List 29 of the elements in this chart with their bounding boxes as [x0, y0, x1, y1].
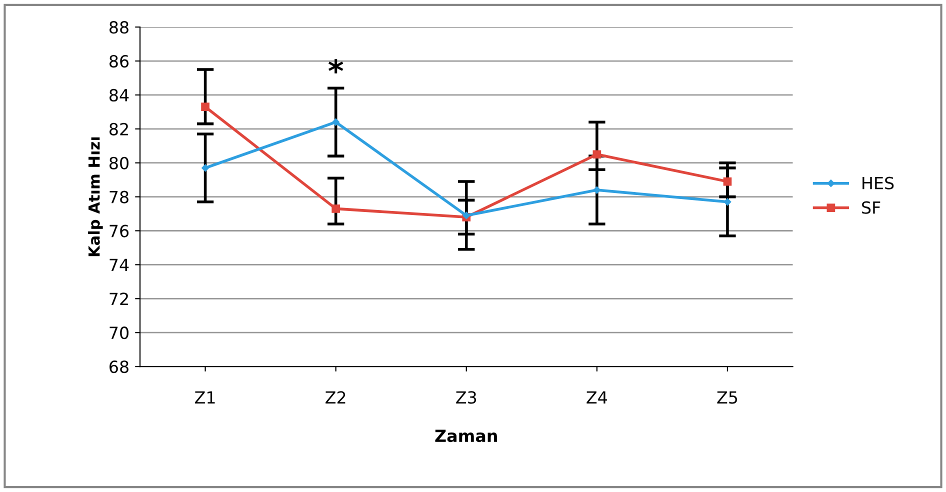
point — [332, 204, 340, 213]
y-tick-label: 76 — [110, 224, 129, 238]
y-tick-label: 68 — [110, 360, 128, 374]
x-tick-label: Z1 — [195, 391, 215, 404]
point — [593, 186, 601, 194]
y-tick-label: 80 — [110, 156, 128, 170]
point — [592, 150, 602, 159]
point — [202, 164, 209, 172]
x-axis-title: Zaman — [435, 430, 497, 442]
y-tick-label: 82 — [110, 122, 128, 136]
annotation: * — [328, 59, 344, 74]
y-tick-label: 86 — [110, 54, 129, 68]
point — [723, 177, 732, 186]
x-tick-label: Z3 — [456, 391, 476, 404]
point — [332, 118, 340, 126]
y-tick-label: 72 — [110, 292, 128, 305]
x-tick-label: Z5 — [717, 391, 738, 404]
point — [724, 198, 732, 206]
x-tick-label: Z2 — [326, 391, 346, 404]
y-tick-label: 84 — [110, 88, 129, 102]
y-axis-title: Kalp Atım Hızı — [88, 137, 103, 256]
y-tick-label: 78 — [110, 190, 128, 204]
legend-label: SF — [862, 201, 880, 214]
x-tick-label: Z4 — [586, 391, 608, 404]
point — [201, 102, 210, 112]
y-tick-label: 74 — [110, 258, 129, 272]
legend-label: HES — [862, 176, 894, 190]
y-tick-label: 88 — [110, 21, 128, 34]
y-tick-label: 70 — [110, 326, 128, 340]
